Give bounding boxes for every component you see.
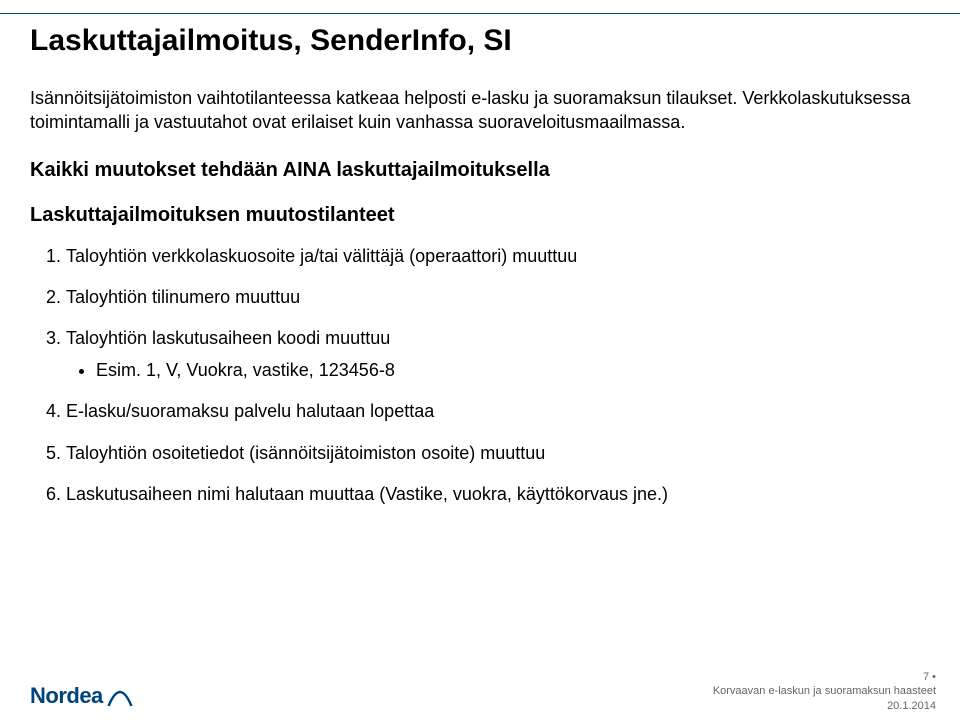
page-title: Laskuttajailmoitus, SenderInfo, SI (30, 24, 930, 58)
list-item: Taloyhtiön laskutusaiheen koodi muuttuu … (66, 327, 930, 382)
logo-arc-icon (107, 685, 133, 707)
subheading-2: Laskuttajailmoituksen muutostilanteet (30, 204, 930, 227)
sub-list: Esim. 1, V, Vuokra, vastike, 123456-8 (66, 359, 930, 382)
list-item-text: Taloyhtiön tilinumero muuttuu (66, 287, 300, 307)
subheading-1: Kaikki muutokset tehdään AINA laskuttaja… (30, 159, 930, 182)
list-item-text: Laskutusaiheen nimi halutaan muuttaa (Va… (66, 484, 668, 504)
top-divider (0, 0, 960, 14)
footer-date: 20.1.2014 (713, 699, 936, 713)
numbered-list: Taloyhtiön verkkolaskuosoite ja/tai väli… (30, 245, 930, 507)
list-item-text: Taloyhtiön laskutusaiheen koodi muuttuu (66, 328, 390, 348)
intro-paragraph: Isännöitsijätoimiston vaihtotilanteessa … (30, 86, 930, 135)
list-item-text: E-lasku/suoramaksu palvelu halutaan lope… (66, 401, 434, 421)
list-item-text: Taloyhtiön verkkolaskuosoite ja/tai väli… (66, 246, 577, 266)
footer-meta: 7 Korvaavan e-laskun ja suoramaksun haas… (713, 670, 936, 713)
brand-logo: Nordea (30, 683, 133, 709)
logo-text: Nordea (30, 683, 103, 709)
footer: Nordea 7 Korvaavan e-laskun ja suoramaks… (30, 665, 936, 715)
page-number: 7 (713, 670, 936, 684)
list-item: E-lasku/suoramaksu palvelu halutaan lope… (66, 400, 930, 423)
footer-subtitle: Korvaavan e-laskun ja suoramaksun haaste… (713, 684, 936, 698)
sub-list-item: Esim. 1, V, Vuokra, vastike, 123456-8 (96, 359, 930, 382)
list-item: Taloyhtiön tilinumero muuttuu (66, 286, 930, 309)
list-item: Laskutusaiheen nimi halutaan muuttaa (Va… (66, 483, 930, 506)
list-item: Taloyhtiön verkkolaskuosoite ja/tai väli… (66, 245, 930, 268)
list-item: Taloyhtiön osoitetiedot (isännöitsijätoi… (66, 442, 930, 465)
list-item-text: Taloyhtiön osoitetiedot (isännöitsijätoi… (66, 443, 545, 463)
slide-content: Laskuttajailmoitus, SenderInfo, SI Isänn… (30, 24, 930, 524)
